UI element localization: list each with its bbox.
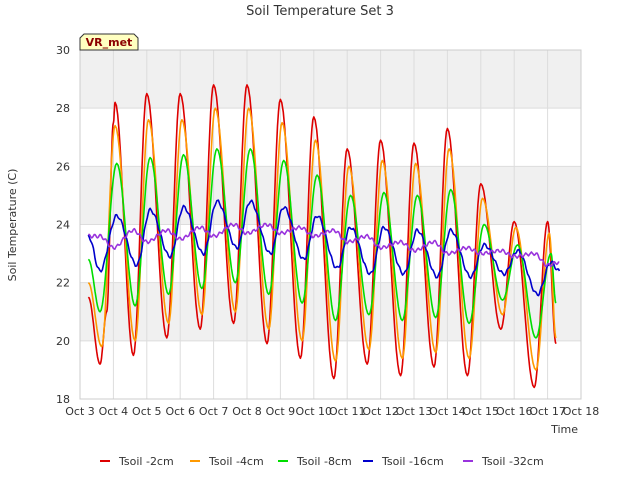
chart-legend: Tsoil -2cm Tsoil -4cm Tsoil -8cm Tsoil -16c… [100,455,544,468]
x-tick-label: Oct 18 [563,405,600,418]
x-tick-label: Oct 3 [65,405,95,418]
legend-entry: Tsoil -2cm [100,455,174,468]
legend-entry: Tsoil -4cm [190,455,264,468]
series-line-tsoil-8cm [87,148,557,339]
legend-label: Tsoil -4cm [208,455,264,468]
series-line-tsoil-16cm [87,199,561,297]
x-tick-label: Oct 8 [232,405,262,418]
x-axis-label: Time [550,423,578,436]
series-line-tsoil-4cm [87,107,557,371]
y-tick-label: 20 [56,335,70,348]
x-tick-label: Oct 11 [329,405,366,418]
series-line-tsoil-2cm [87,84,557,389]
plot-band [80,50,581,109]
legend-label: Tsoil -2cm [118,455,174,468]
badge-background [79,33,139,51]
y-tick-label: 26 [56,160,70,173]
x-tick-label: Oct 17 [529,405,566,418]
x-axis-ticks: Oct 3 Oct 4 Oct 5 Oct 6 Oct 7 Oct 8 Oct 9 Oct 1… [65,405,599,418]
y-tick-label: 30 [56,44,70,57]
y-tick-label: 24 [56,219,70,232]
x-tick-label: Oct 5 [132,405,162,418]
legend-entry: Tsoil -8cm [278,455,352,468]
legend-label: Tsoil -16cm [381,455,444,468]
legend-label: Tsoil -8cm [296,455,352,468]
legend-label: Tsoil -32cm [481,455,544,468]
series-lines [87,84,561,389]
y-axis-ticks: 18 20 22 24 26 28 30 [56,44,70,406]
chart-title: Soil Temperature Set 3 [246,4,394,19]
y-tick-label: 28 [56,102,70,115]
x-tick-label: Oct 9 [266,405,296,418]
station-badge: VR_met [79,33,139,51]
y-tick-label: 18 [56,393,70,406]
y-tick-label: 22 [56,277,70,290]
x-tick-label: Oct 6 [165,405,195,418]
x-tick-label: Oct 15 [463,405,500,418]
plot-band [80,166,581,225]
x-tick-label: Oct 7 [199,405,229,418]
legend-entry: Tsoil -32cm [463,455,544,468]
x-tick-label: Oct 10 [296,405,333,418]
series-line-tsoil-32cm [87,222,560,268]
plot-frame [79,49,582,400]
legend-entry: Tsoil -16cm [363,455,444,468]
x-tick-label: Oct 13 [396,405,433,418]
x-tick-label: Oct 16 [496,405,533,418]
y-axis-label: Soil Temperature (C) [6,169,19,282]
x-tick-label: Oct 14 [429,405,466,418]
badge-label: VR_met [86,36,133,49]
x-tick-label: Oct 4 [99,405,129,418]
x-tick-label: Oct 12 [362,405,399,418]
